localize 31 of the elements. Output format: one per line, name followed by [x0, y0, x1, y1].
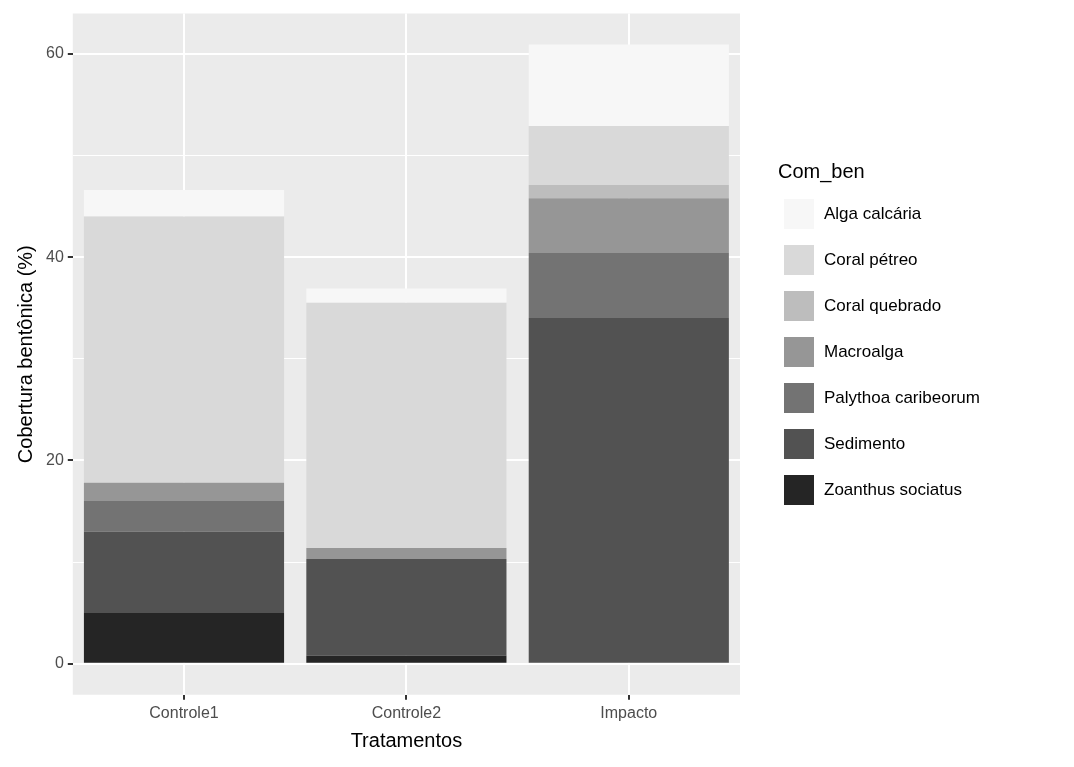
legend-label: Palythoa caribeorum [824, 388, 980, 408]
x-tick-label: Controle2 [371, 703, 442, 721]
legend-title: Com_ben [778, 160, 866, 183]
legend-label: Alga calcária [824, 204, 922, 224]
bar [528, 184, 729, 199]
y-tick-label: 0 [54, 654, 64, 672]
legend-label: Coral quebrado [824, 296, 942, 316]
bar [83, 216, 285, 483]
legend-label: Sedimento [824, 434, 906, 454]
bar [528, 125, 729, 185]
bar [306, 655, 507, 663]
bar [306, 547, 507, 560]
x-tick-label: Controle1 [149, 703, 219, 721]
bar [306, 302, 507, 548]
bar [83, 482, 285, 502]
x-axis-title: Tratamentos [350, 728, 463, 751]
y-axis-title: Cobertura bentônica (%) [13, 245, 36, 464]
legend-label: Coral pétreo [824, 250, 918, 270]
bar [83, 501, 285, 532]
x-tick-label: Impacto [600, 703, 658, 721]
bar [528, 253, 729, 319]
bar [306, 559, 507, 656]
bar [83, 612, 285, 663]
legend-label: Zoanthus sociatus [824, 480, 962, 500]
bar [528, 198, 729, 254]
y-tick-label: 20 [46, 450, 64, 468]
y-tick-label: 40 [46, 247, 64, 265]
legend-label: Macroalga [824, 342, 904, 362]
bar [83, 531, 285, 613]
bar [528, 318, 729, 663]
y-tick-label: 60 [46, 44, 64, 62]
